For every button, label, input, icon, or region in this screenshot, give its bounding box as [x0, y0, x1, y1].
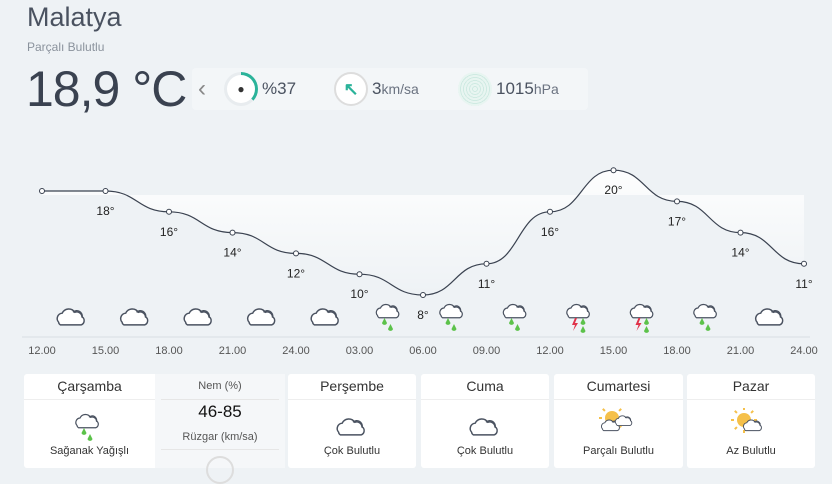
day-card-3[interactable]: Cumartesi Parçalı Bulutlu	[554, 374, 683, 468]
temperature-point[interactable]	[166, 208, 172, 215]
pressure-icon	[458, 72, 492, 106]
humidity-label: Nem (%)	[161, 374, 279, 400]
rain-cloud-icon	[439, 303, 463, 331]
temperature-label: 14°	[731, 246, 749, 260]
day-name: Çarşamba	[24, 374, 155, 400]
time-label: 24.00	[282, 345, 310, 357]
day-card-1[interactable]: Perşembe Çok Bulutlu	[288, 374, 416, 468]
cloud-icon	[464, 408, 506, 447]
temperature-point[interactable]	[420, 292, 426, 298]
day-condition: Az Bulutlu	[726, 445, 776, 457]
time-label: 15.00	[600, 345, 628, 357]
time-label: 21.00	[219, 345, 247, 357]
hourly-chart: 12.00 18° 15.00 16° 18.00 14° 21.00 12° 24.00 10°…	[22, 167, 818, 357]
cloud-icon	[120, 308, 149, 326]
day-name: Perşembe	[288, 374, 416, 400]
cloud-icon	[247, 308, 276, 326]
temperature-point[interactable]	[293, 250, 299, 257]
temperature-point[interactable]	[674, 198, 680, 205]
temperature-point[interactable]	[483, 260, 490, 267]
day-name: Cumartesi	[554, 374, 683, 400]
temperature-label: 18°	[96, 204, 114, 218]
temperature-point[interactable]	[102, 188, 109, 194]
time-label: 03.00	[346, 345, 374, 357]
humidity-range: 46-85	[198, 402, 242, 421]
city-name: Malatya	[27, 2, 122, 32]
wind-label: Rüzgar (km/sa)	[161, 431, 279, 450]
humidity-value: %37	[262, 79, 297, 98]
temperature-point[interactable]	[610, 167, 617, 174]
rain-cloud-icon	[68, 408, 110, 447]
pressure-value: 1015	[496, 79, 534, 98]
cloud-icon	[56, 308, 85, 326]
pressure-unit: hPa	[533, 81, 559, 97]
temperature-point[interactable]	[39, 188, 45, 194]
temperature-label: 12°	[287, 266, 305, 280]
time-label: 24.00	[790, 345, 818, 357]
time-label: 18.00	[663, 345, 691, 357]
temperature-point[interactable]	[547, 208, 553, 215]
temperature-label: 10°	[350, 287, 368, 301]
temperature-label: 20°	[604, 183, 622, 197]
day-name: Pazar	[687, 374, 815, 400]
day-condition: Parçalı Bulutlu	[583, 445, 654, 457]
day-name: Cuma	[421, 374, 549, 400]
partly-cloudy-icon	[598, 405, 640, 447]
wind-unit: km/sa	[381, 81, 419, 97]
day-card-4[interactable]: Pazar Az Bulutlu	[687, 374, 815, 468]
humidity-ring-icon: ●	[224, 72, 258, 106]
temperature-point[interactable]	[737, 229, 744, 236]
temperature-label: 11°	[478, 277, 495, 291]
time-label: 12.00	[536, 345, 564, 357]
temperature-label: 16°	[541, 225, 559, 239]
cloud-icon	[755, 308, 784, 326]
wind-gauge-icon	[206, 456, 234, 484]
time-label: 06.00	[409, 345, 437, 357]
stats-bar: ‹ ● %37 ↖ 3 km/sa 1015 hPa	[192, 68, 588, 110]
cloud-icon	[183, 308, 212, 326]
time-label: 21.00	[727, 345, 755, 357]
day-condition: Çok Bulutlu	[456, 445, 514, 457]
wind-value: 3	[372, 79, 382, 98]
cloud-icon	[310, 308, 339, 326]
rain-cloud-icon	[693, 303, 717, 331]
temperature-label: 11°	[795, 277, 812, 291]
today-detail: Nem (%) 46-85 Rüzgar (km/sa)	[155, 374, 285, 484]
rain-cloud-icon	[375, 303, 400, 331]
temperature-label: 16°	[160, 225, 178, 239]
time-label: 12.00	[28, 345, 56, 357]
time-label: 09.00	[473, 345, 501, 357]
temperature-point[interactable]	[229, 229, 236, 236]
current-temperature: 18,9 °C	[26, 61, 187, 117]
temperature-label: 17°	[668, 214, 686, 228]
temperature-label: 14°	[223, 246, 241, 260]
thunderstorm-icon	[629, 303, 654, 333]
day-card-2[interactable]: Cuma Çok Bulutlu	[421, 374, 549, 468]
temperature-point[interactable]	[356, 271, 363, 278]
temperature-label: 8°	[417, 308, 429, 322]
current-condition: Parçalı Bulutlu	[27, 40, 105, 54]
time-label: 18.00	[155, 345, 183, 357]
thunderstorm-icon	[566, 303, 590, 333]
prev-arrow-icon[interactable]: ‹	[198, 75, 206, 102]
time-label: 15.00	[92, 345, 120, 357]
wind-direction-icon: ↖	[334, 72, 368, 106]
cloud-icon	[331, 408, 373, 447]
temperature-area	[42, 170, 804, 295]
sun-cloud-icon	[730, 407, 772, 447]
rain-cloud-icon	[502, 303, 527, 331]
temperature-point[interactable]	[801, 260, 807, 267]
day-condition: Sağanak Yağışlı	[49, 445, 130, 457]
day-condition: Çok Bulutlu	[323, 445, 381, 457]
